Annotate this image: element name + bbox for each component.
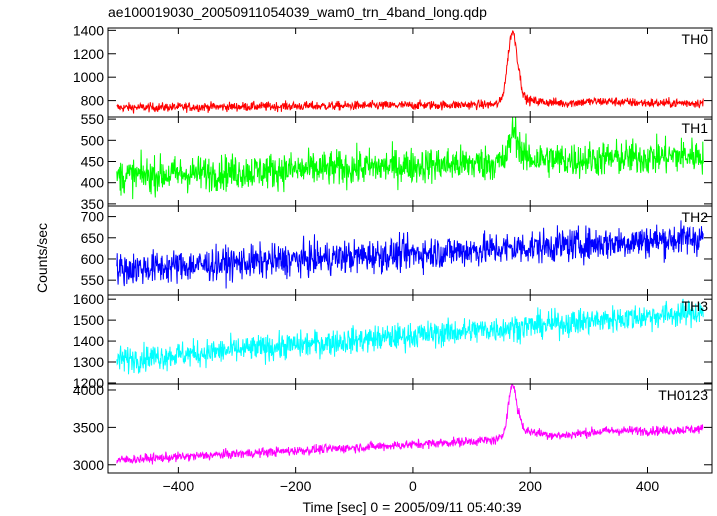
y-tick-label: 500: [81, 132, 105, 148]
series-line-th0: [116, 30, 704, 114]
x-axis-label: Time [sec] 0 = 2005/09/11 05:40:39: [302, 499, 521, 515]
y-tick-label: 1200: [73, 375, 104, 391]
y-tick-label: 1200: [73, 46, 104, 62]
panel-label-th0123: TH0123: [658, 387, 708, 403]
y-tick-label: 1600: [73, 291, 104, 307]
y-tick-label: 550: [81, 272, 105, 288]
y-axis-label: Counts/sec: [34, 223, 50, 293]
x-tick-label: 200: [519, 478, 543, 494]
y-tick-label: 700: [81, 209, 105, 225]
x-tick-label: −400: [163, 478, 195, 494]
y-tick-label: 1400: [73, 333, 104, 349]
panel-label-th2: TH2: [682, 209, 709, 225]
y-tick-label: 800: [81, 93, 105, 109]
chart-title: ae100019030_20050911054039_wam0_trn_4ban…: [108, 4, 487, 20]
panel-label-th3: TH3: [682, 298, 709, 314]
panel-frame-th0123: [107, 383, 713, 474]
y-tick-label: 1300: [73, 354, 104, 370]
y-tick-label: 3500: [73, 419, 104, 435]
series-line-th3: [116, 298, 704, 375]
y-tick-label: 650: [81, 230, 105, 246]
y-tick-label: 400: [81, 175, 105, 191]
panels-group: TH0 800 1000 1200 1400 TH1 350 400 450 500 550 TH2 5…: [73, 22, 713, 494]
y-tick-label: 450: [81, 154, 105, 170]
y-tick-label: 550: [81, 111, 105, 127]
x-tick-label: 0: [409, 478, 417, 494]
x-tick-label: 400: [636, 478, 660, 494]
series-line-th0123: [116, 384, 704, 465]
y-tick-label: 1000: [73, 69, 104, 85]
y-tick-label: 4000: [73, 382, 104, 398]
series-line-th1: [116, 117, 704, 200]
y-tick-label: 600: [81, 251, 105, 267]
panel-label-th0: TH0: [682, 31, 709, 47]
y-tick-label: 1500: [73, 312, 104, 328]
y-tick-label: 350: [81, 196, 105, 212]
y-tick-label: 1400: [73, 22, 104, 38]
x-tick-label: −200: [280, 478, 312, 494]
series-line-th2: [116, 220, 704, 289]
panel-label-th1: TH1: [682, 120, 709, 136]
y-tick-label: 3000: [73, 457, 104, 473]
